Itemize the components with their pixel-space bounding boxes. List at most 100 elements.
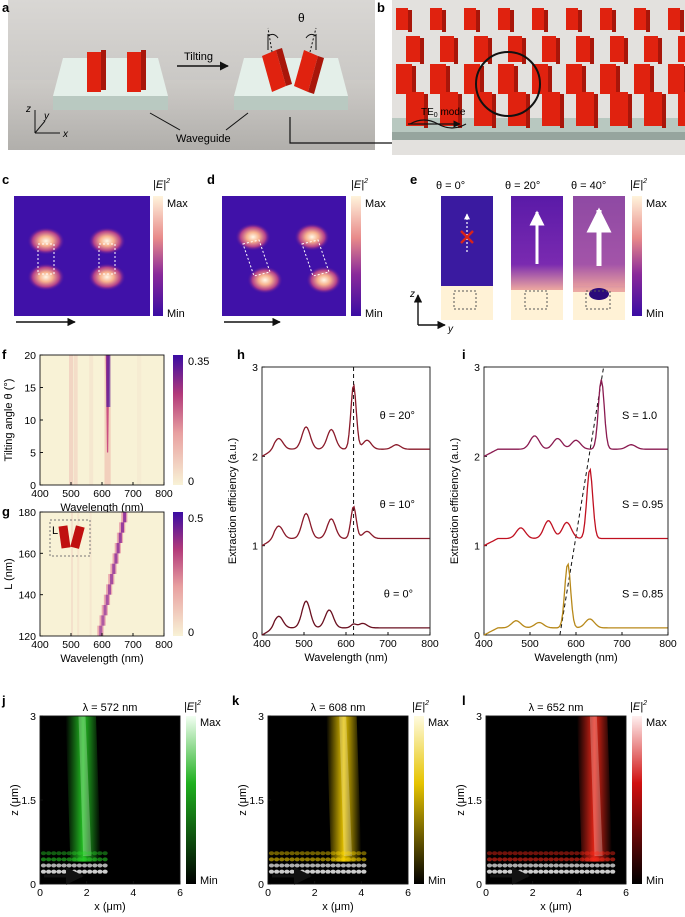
- x-tick-label-l: 0: [483, 887, 489, 899]
- y-axis-label-l: z (μm): [455, 784, 467, 815]
- array-pillar-side: [548, 66, 552, 96]
- y-tick-label-k: 0: [258, 879, 264, 891]
- array-pillar-side: [582, 66, 586, 96]
- near-field-k: [315, 863, 321, 868]
- near-field-j: [76, 869, 83, 874]
- near-field-k: [304, 851, 311, 856]
- x-tick-label-h: 600: [337, 638, 355, 650]
- x-tick-label-j: 0: [37, 887, 43, 899]
- panel-c: c |E|2 Max Min: [2, 172, 188, 327]
- y-axis-label-i: Extraction efficiency (a.u.): [449, 438, 461, 564]
- near-field-j: [81, 857, 88, 862]
- array-pillar-side: [480, 66, 484, 96]
- near-field-l: [589, 851, 595, 856]
- near-field-l: [486, 857, 493, 862]
- heatmap-core-g: [101, 615, 105, 626]
- x-tick-label-j: 6: [177, 887, 183, 899]
- near-field-j: [61, 869, 67, 874]
- near-field-k: [361, 869, 367, 874]
- series-label-h: θ = 10°: [380, 499, 415, 511]
- near-field-l: [497, 851, 503, 856]
- near-field-k: [345, 869, 352, 874]
- near-field-k: [284, 869, 290, 874]
- panel-letter-f: f: [2, 347, 7, 362]
- near-field-j: [102, 851, 108, 856]
- colorbar-g-max: 0.5: [188, 513, 203, 525]
- colorbar-d: [351, 196, 361, 316]
- y-tick-label-j: 0: [30, 879, 36, 891]
- near-field-k: [351, 851, 357, 856]
- near-field-j: [81, 851, 88, 856]
- y-tick-label-i: 3: [474, 362, 480, 374]
- near-field-l: [569, 857, 575, 862]
- array-pillar-side: [612, 10, 616, 32]
- near-field-l: [522, 869, 529, 874]
- array-pillar: [508, 36, 522, 62]
- heatmap-core-g: [110, 574, 114, 585]
- x-tick-label-i: 600: [567, 638, 585, 650]
- inset-pillar-g: [58, 525, 71, 549]
- heatmap-core-g: [103, 605, 107, 616]
- near-field-j: [87, 863, 93, 868]
- near-field-l: [584, 863, 590, 868]
- array-pillar-side: [594, 94, 598, 128]
- colorbar-title-sup-j: 2: [196, 700, 201, 707]
- near-field-l: [548, 869, 554, 874]
- array-pillar-side: [624, 38, 628, 64]
- dashed-guide-i: [559, 366, 605, 636]
- near-field-l: [517, 863, 523, 868]
- near-field-k: [299, 857, 305, 862]
- near-field-k: [325, 857, 331, 862]
- near-field-j: [97, 857, 103, 862]
- colorbar-title-sup-k: 2: [424, 700, 429, 707]
- array-pillar-side: [560, 94, 564, 128]
- y-tick-label-f: 0: [30, 480, 36, 492]
- near-field-l: [599, 857, 606, 862]
- near-field-k: [320, 863, 326, 868]
- array-pillar-side: [424, 94, 428, 128]
- x-tick-label-l: 6: [623, 887, 629, 899]
- field-title-l: λ = 652 nm: [529, 702, 584, 714]
- near-field-j: [51, 863, 57, 868]
- x-axis-label-g: Wavelength (nm): [60, 653, 143, 665]
- colorbar-max-k: Max: [428, 717, 449, 729]
- near-field-k: [309, 851, 316, 856]
- near-field-l: [512, 863, 518, 868]
- array-pillar: [678, 36, 685, 62]
- near-field-l: [502, 869, 508, 874]
- near-field-k: [330, 863, 336, 868]
- near-field-j: [76, 863, 83, 868]
- theta-20-label: θ = 20°: [505, 180, 540, 192]
- near-field-l: [517, 851, 523, 856]
- near-field-l: [579, 851, 585, 856]
- colorbar-min-k: Min: [428, 875, 446, 887]
- near-field-k: [340, 857, 346, 862]
- beam-core-j: [78, 716, 92, 856]
- series-label-h: θ = 20°: [380, 410, 415, 422]
- near-field-l: [486, 863, 493, 868]
- near-field-l: [548, 863, 554, 868]
- near-field-k: [294, 869, 300, 874]
- near-field-k: [315, 851, 321, 856]
- near-field-k: [279, 863, 285, 868]
- near-field-l: [543, 857, 549, 862]
- colorbar-max-j: Max: [200, 717, 221, 729]
- near-field-k: [320, 869, 326, 874]
- panel-letter-c: c: [2, 172, 9, 187]
- x-tick-label-j: 2: [84, 887, 90, 899]
- x-tick-label-i: 500: [521, 638, 539, 650]
- near-field-k: [340, 863, 346, 868]
- colorbar-e-min: Min: [646, 308, 664, 320]
- near-field-l: [558, 863, 564, 868]
- heatmap-core-g: [120, 522, 125, 533]
- array-pillar: [474, 36, 488, 62]
- array-pillar-side: [408, 10, 412, 32]
- array-pillar-side: [590, 38, 594, 64]
- near-field-l: [527, 863, 534, 868]
- y-tick-label-l: 1.5: [467, 795, 482, 807]
- y-tick-label-k: 1.5: [249, 795, 264, 807]
- y-tick-label-h: 3: [252, 362, 258, 374]
- y-tick-label-f: 20: [24, 350, 36, 362]
- array-pillar: [644, 36, 658, 62]
- near-field-l: [543, 863, 549, 868]
